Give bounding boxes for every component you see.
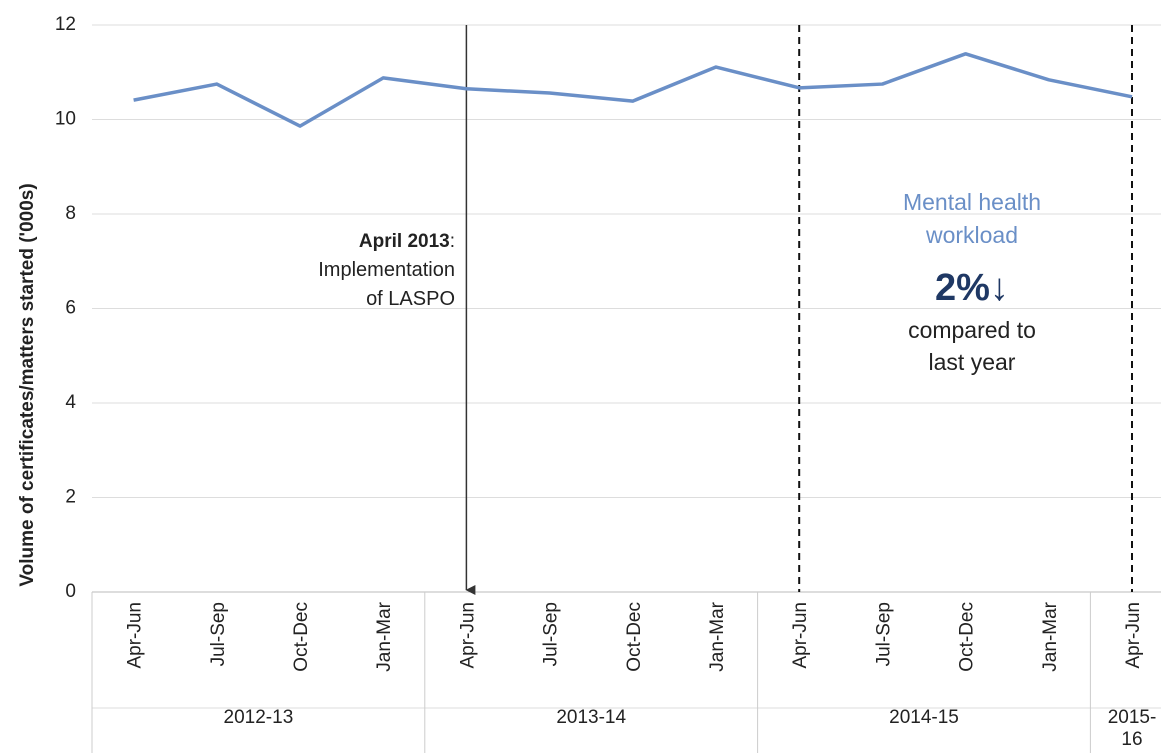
x-tick-label: Apr-Jun — [1123, 602, 1144, 669]
group-label: 2015-16 — [1107, 707, 1157, 750]
x-tick-label: Oct-Dec — [957, 602, 978, 672]
data-line — [133, 52, 1133, 128]
x-tick-label: Apr-Jun — [125, 602, 146, 669]
annotation-big: 2%↓ — [935, 267, 1009, 309]
group-label: 2014-15 — [889, 707, 959, 728]
x-tick-label: Apr-Jun — [790, 602, 811, 669]
x-tick-label: Oct-Dec — [291, 602, 312, 672]
annotation-text: last year — [929, 349, 1016, 375]
y-tick-label: 2 — [65, 487, 76, 508]
x-tick-label: Jul-Sep — [873, 602, 894, 666]
annotation-text: compared to — [908, 317, 1036, 343]
x-tick-label: Apr-Jun — [457, 602, 478, 669]
annotation-bold: April 2013 — [359, 231, 450, 252]
annotation-text: Implementation — [318, 259, 455, 281]
x-tick-label: Jan-Mar — [1040, 601, 1061, 671]
y-tick-label: 12 — [55, 14, 76, 35]
x-tick-label: Oct-Dec — [624, 602, 645, 672]
x-tick-label: Jul-Sep — [208, 602, 229, 666]
annotation-text: Mental health — [903, 189, 1041, 215]
group-label: 2013-14 — [556, 707, 627, 728]
y-axis-label: Volume of certificates/matters started (… — [17, 183, 38, 586]
annotation-text: : — [450, 231, 455, 252]
group-label: 2012-13 — [223, 707, 294, 728]
annotation-title: April 2013: — [359, 231, 455, 252]
annotation-text: of LASPO — [366, 288, 455, 310]
y-tick-label: 0 — [65, 581, 76, 602]
y-tick-label: 6 — [65, 298, 76, 319]
y-tick-label: 8 — [65, 203, 76, 224]
x-tick-label: Jan-Mar — [707, 601, 728, 671]
y-tick-label: 10 — [55, 109, 76, 130]
x-tick-label: Jan-Mar — [374, 601, 395, 671]
annotation-text: workload — [925, 222, 1018, 248]
y-tick-label: 4 — [65, 392, 76, 413]
x-tick-label: Jul-Sep — [541, 602, 562, 666]
